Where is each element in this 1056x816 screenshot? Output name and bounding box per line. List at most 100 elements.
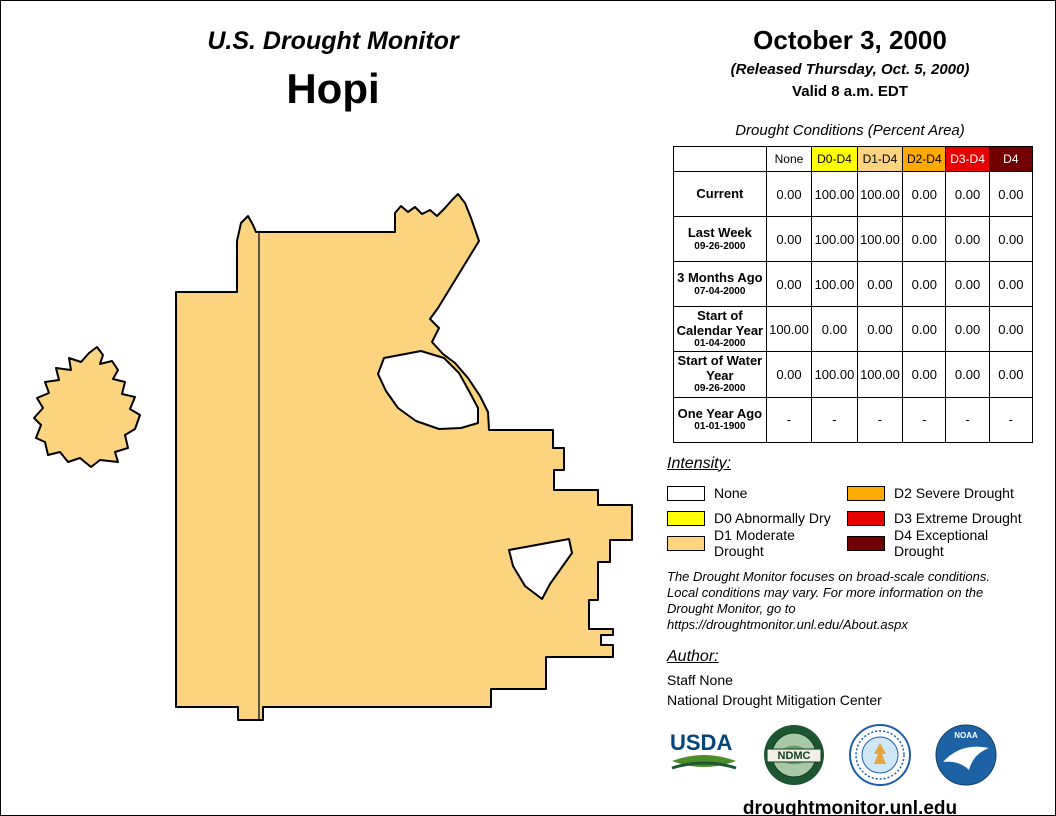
- row-label: 3 Months Ago: [677, 270, 763, 286]
- value-cell: 100.00: [856, 216, 904, 262]
- noaa-seagull-icon: [943, 746, 989, 770]
- legend-label: D4 Exceptional Drought: [894, 527, 989, 560]
- table-corner-cell: [673, 146, 767, 172]
- table-row-start-water-year: Start of Water Year 09-26-2000 0.00 100.…: [673, 351, 1034, 398]
- legend-item-d4: D4 Exceptional Drought: [847, 527, 1033, 559]
- col-header-d1-d4: D1-D4: [856, 146, 904, 172]
- doc-seal-logo: [849, 723, 911, 786]
- row-label-cell: One Year Ago 01-01-1900: [673, 396, 767, 443]
- value-cell: 0.00: [945, 305, 990, 353]
- value-cell: 100.00: [811, 351, 858, 398]
- value-cell: 0.00: [765, 351, 813, 398]
- d1-swatch: [667, 535, 705, 551]
- intensity-legend: None D0 Abnormally Dry D1 Moderate Droug…: [667, 481, 1033, 559]
- value-cell: 0.00: [945, 351, 990, 398]
- value-cell: 0.00: [902, 171, 947, 217]
- disclaimer-line: The Drought Monitor focuses on broad-sca…: [667, 568, 991, 584]
- value-cell: 0.00: [988, 216, 1034, 262]
- col-header-d4: D4: [988, 146, 1034, 172]
- value-cell: -: [988, 396, 1034, 443]
- website-url: droughtmonitor.unl.edu: [742, 797, 958, 816]
- table-row-current: Current 0.00 100.00 100.00 0.00 0.00 0.0…: [673, 171, 1034, 217]
- d4-swatch: [847, 535, 885, 551]
- value-cell: -: [856, 396, 904, 443]
- value-cell: 0.00: [988, 171, 1034, 217]
- moenkopi-shape: [33, 346, 141, 468]
- row-label: Current: [696, 185, 744, 201]
- ndmc-banner: [766, 748, 822, 763]
- legend-item-d2: D2 Severe Drought: [847, 485, 1033, 501]
- hopi-region-shape: [175, 193, 633, 721]
- row-label-cell: 3 Months Ago 07-04-2000: [673, 261, 767, 307]
- disclaimer-line: Drought Monitor, go to https://droughtmo…: [667, 601, 908, 633]
- value-cell: 0.00: [945, 261, 990, 307]
- ndmc-logo-text: NDMC: [778, 750, 811, 762]
- value-cell: 0.00: [988, 261, 1034, 307]
- row-label-cell: Start of Water Year 09-26-2000: [673, 351, 767, 398]
- disclaimer: The Drought Monitor focuses on broad-sca…: [667, 569, 1033, 634]
- row-date: 07-04-2000: [694, 285, 746, 297]
- col-header-d2-d4: D2-D4: [902, 146, 947, 172]
- table-row-one-year-ago: One Year Ago 01-01-1900 - - - - - -: [673, 396, 1034, 443]
- author-heading: Author:: [667, 647, 719, 665]
- drought-conditions-table: None D0-D4 D1-D4 D2-D4 D3-D4 D4 Current …: [673, 146, 1034, 443]
- value-cell: 0.00: [945, 171, 990, 217]
- row-date: 01-04-2000: [694, 338, 746, 350]
- value-cell: 100.00: [811, 171, 858, 217]
- value-cell: 100.00: [811, 261, 858, 307]
- value-cell: 0.00: [902, 351, 947, 398]
- valid-time: Valid 8 a.m. EDT: [792, 83, 908, 100]
- author-name: Staff None: [667, 671, 733, 688]
- value-cell: 0.00: [988, 305, 1034, 353]
- row-label-cell: Start of Calendar Year 01-04-2000: [673, 305, 767, 353]
- value-cell: 0.00: [902, 305, 947, 353]
- noaa-logo-text: NOAA: [954, 731, 978, 740]
- row-date: 09-26-2000: [694, 383, 746, 395]
- row-date: 01-01-1900: [694, 421, 746, 433]
- value-cell: -: [765, 396, 813, 443]
- legend-item-d0: D0 Abnormally Dry: [667, 510, 847, 526]
- legend-label: D0 Abnormally Dry: [714, 510, 831, 527]
- table-title: Drought Conditions (Percent Area): [735, 122, 965, 139]
- area-name: Hopi: [286, 65, 380, 112]
- row-label: One Year Ago: [677, 405, 763, 421]
- d3-swatch: [847, 510, 885, 526]
- table-row-3-months-ago: 3 Months Ago 07-04-2000 0.00 100.00 0.00…: [673, 261, 1034, 307]
- col-header-none: None: [765, 146, 813, 172]
- d0-swatch: [667, 510, 705, 526]
- noaa-logo: NOAA: [935, 724, 997, 786]
- table-header-row: None D0-D4 D1-D4 D2-D4 D3-D4 D4: [673, 146, 1034, 172]
- legend-label: D2 Severe Drought: [894, 485, 1014, 502]
- legend-label: None: [714, 485, 748, 502]
- info-panel: October 3, 2000 (Released Thursday, Oct.…: [667, 25, 1034, 816]
- row-label: Last Week: [687, 225, 752, 241]
- table-row-start-calendar-year: Start of Calendar Year 01-04-2000 100.00…: [673, 305, 1034, 353]
- legend-item-none: None: [667, 485, 847, 501]
- value-cell: 0.00: [856, 305, 904, 353]
- ndmc-logo: NDMC: [764, 724, 824, 785]
- value-cell: 0.00: [902, 216, 947, 262]
- value-cell: 0.00: [765, 171, 813, 217]
- row-label-cell: Current: [673, 171, 767, 217]
- value-cell: 0.00: [902, 261, 947, 307]
- row-label: Start of Calendar Year: [676, 308, 764, 338]
- col-header-d3-d4: D3-D4: [945, 146, 990, 172]
- row-label: Start of Water Year: [677, 353, 763, 383]
- legend-label: D3 Extreme Drought: [894, 510, 1022, 527]
- none-swatch: [667, 485, 705, 501]
- value-cell: 100.00: [811, 216, 858, 262]
- value-cell: -: [811, 396, 858, 443]
- legend-item-d1: D1 Moderate Drought: [667, 527, 847, 559]
- row-label-cell: Last Week 09-26-2000: [673, 216, 767, 262]
- report-date: October 3, 2000: [753, 25, 947, 55]
- legend-item-d3: D3 Extreme Drought: [847, 510, 1033, 526]
- value-cell: 100.00: [856, 171, 904, 217]
- col-header-d0-d4: D0-D4: [811, 146, 858, 172]
- report-title: U.S. Drought Monitor: [207, 27, 459, 55]
- value-cell: 0.00: [945, 216, 990, 262]
- value-cell: 100.00: [765, 305, 813, 353]
- author-organization: National Drought Mitigation Center: [667, 691, 882, 708]
- usda-underline-icon: [671, 761, 737, 769]
- value-cell: 0.00: [811, 305, 858, 353]
